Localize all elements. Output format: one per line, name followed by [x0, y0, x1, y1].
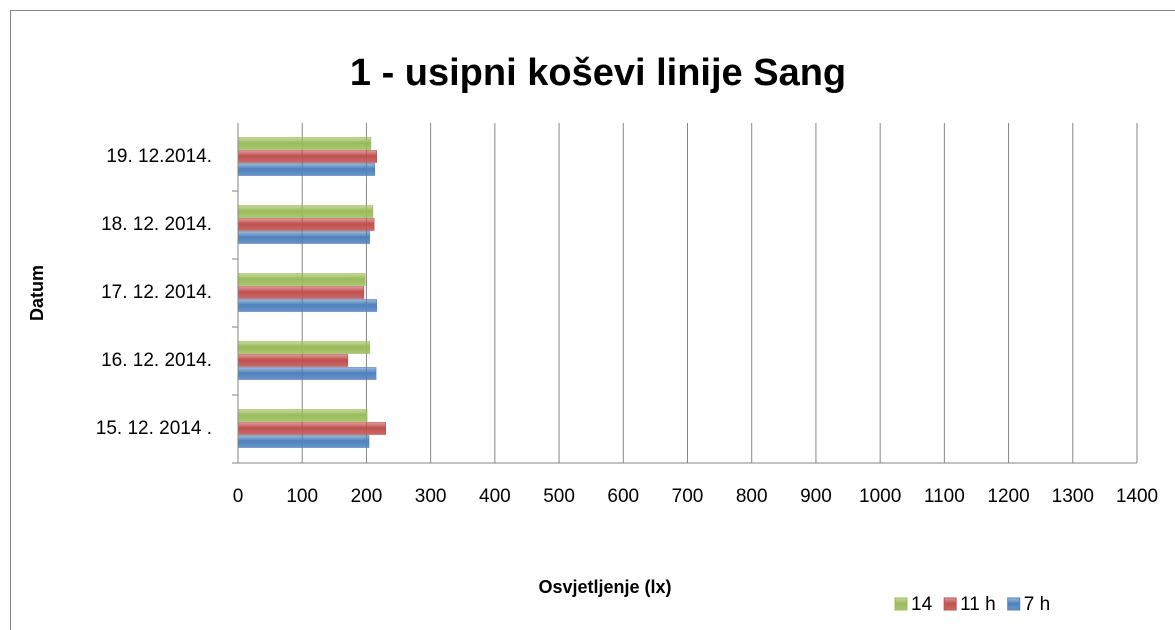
bar: [237, 205, 374, 218]
legend-swatch: [1007, 597, 1021, 611]
legend-label: 14: [911, 594, 933, 615]
chart-title: 1 - usipni koševi linije Sang: [350, 52, 846, 94]
x-tick-label: 600: [607, 486, 639, 507]
bar: [237, 422, 386, 435]
bar: [237, 137, 372, 150]
bar: [237, 409, 368, 422]
bar: [237, 341, 370, 354]
y-tick-label: 17. 12. 2014.: [101, 282, 212, 303]
bar: [237, 273, 366, 286]
x-tick-label: 700: [672, 486, 704, 507]
bar: [237, 367, 377, 380]
bar: [237, 150, 378, 163]
bar: [237, 286, 365, 299]
x-tick-label: 300: [415, 486, 447, 507]
y-tick-label: 16. 12. 2014.: [101, 350, 212, 371]
y-tick-label: 18. 12. 2014.: [101, 214, 212, 235]
x-tick-label: 400: [479, 486, 511, 507]
bar: [237, 299, 378, 312]
y-tick-label: 15. 12. 2014 .: [96, 418, 212, 439]
bar: [237, 163, 376, 176]
y-tick-label: 19. 12.2014.: [106, 146, 212, 167]
x-tick-label: 800: [736, 486, 768, 507]
x-tick-label: 1100: [924, 486, 965, 507]
x-tick-label: 100: [286, 486, 318, 507]
x-tick-label: 0: [233, 486, 244, 507]
x-tick-label: 900: [800, 486, 832, 507]
legend-swatch: [943, 597, 957, 611]
x-axis-title: Osvjetljenje (lx): [538, 577, 671, 597]
x-tick-label: 500: [543, 486, 575, 507]
bar: [237, 435, 370, 448]
bar: [237, 354, 349, 367]
legend-swatch: [894, 597, 908, 611]
legend-label: 7 h: [1024, 594, 1050, 615]
bar: [237, 218, 375, 231]
bar: [237, 231, 370, 244]
chart-frame: [10, 10, 1175, 630]
y-axis-title: Datum: [27, 265, 47, 321]
legend-label: 11 h: [960, 594, 996, 615]
x-tick-label: 1000: [859, 486, 901, 507]
x-tick-label: 1400: [1116, 486, 1158, 507]
x-tick-label: 200: [351, 486, 383, 507]
x-tick-label: 1200: [987, 486, 1029, 507]
x-tick-label: 1300: [1052, 486, 1094, 507]
